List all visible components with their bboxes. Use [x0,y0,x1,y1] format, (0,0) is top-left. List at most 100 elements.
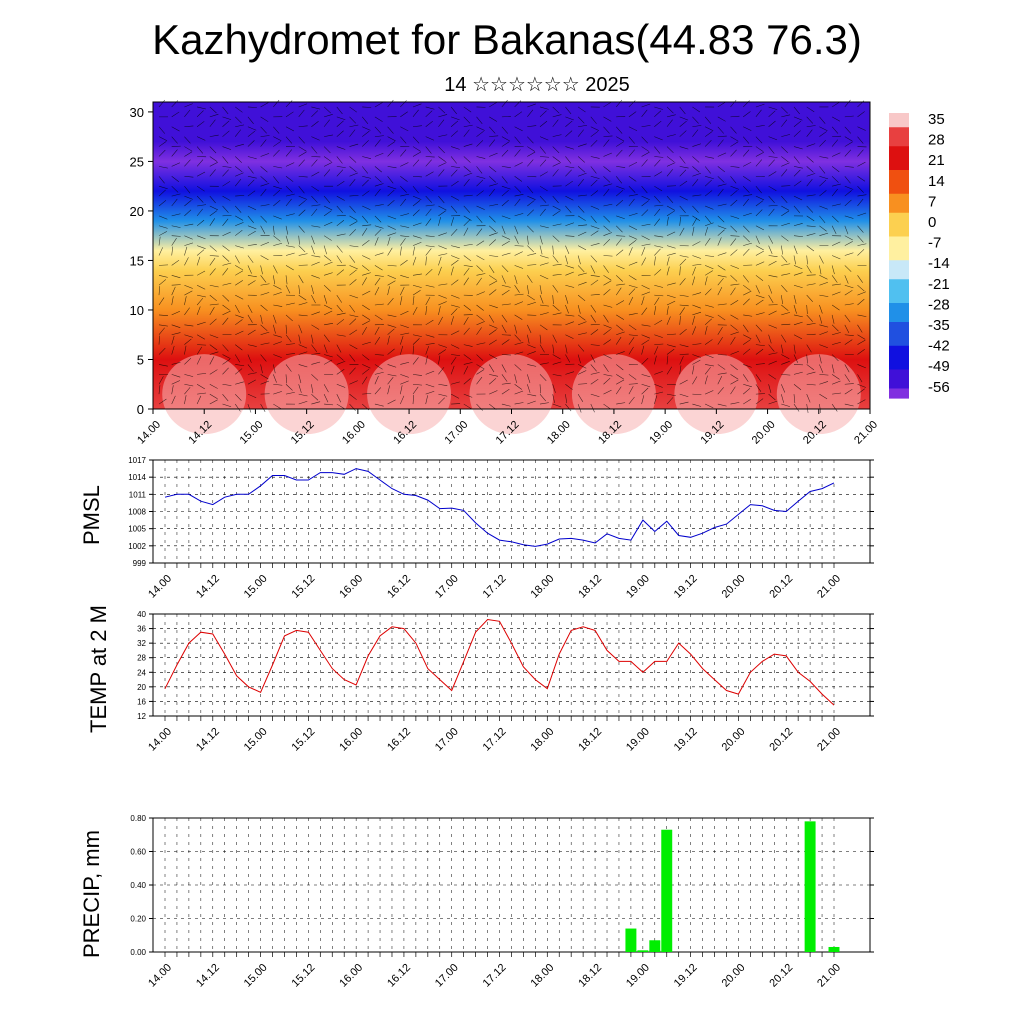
wind-vector [222,245,230,252]
wind-vector [158,136,168,141]
wind-vector [476,130,484,137]
wind-vector [184,103,193,108]
wind-vector [717,135,727,137]
wind-vector [654,371,663,375]
wind-vector [476,376,483,385]
colorbar-swatch [889,350,909,356]
wind-vector [743,298,750,306]
wind-vector [387,385,390,395]
wind-vector [336,394,342,403]
wind-vector [793,195,803,201]
wind-vector [235,319,243,326]
wind-vector [235,381,244,385]
wind-vector [311,311,320,316]
wind-vector [298,393,308,397]
wind-vector [578,281,587,286]
wind-vector [832,183,841,187]
wind-vector [438,266,442,276]
wind-vector [539,120,548,127]
wind-vector [730,215,740,219]
wind-vector [654,208,661,217]
colorbar-label: -35 [928,317,950,334]
wind-vector [247,215,254,223]
wind-vector [171,332,181,335]
wind-vector [577,231,587,236]
colorbar-label: 7 [928,193,936,210]
wind-vector [768,384,772,393]
wind-vector [730,331,740,335]
wind-vector [755,344,765,347]
wind-vector [628,386,634,395]
wind-vector [552,384,556,393]
colorbar-swatch [889,151,909,157]
wind-vector [412,357,419,365]
wind-vector [158,215,168,220]
wind-vector [222,317,229,325]
x-tick-label: 17.12 [481,726,509,754]
wind-vector [323,235,332,241]
wind-vector [679,156,686,164]
wind-vector [273,176,280,184]
wind-vector [323,169,331,177]
wind-vector [158,385,161,395]
wind-vector [590,304,597,313]
wind-vector [793,180,802,187]
wind-vector [463,194,473,197]
wind-vector [641,284,650,290]
wind-vector [260,314,263,324]
wind-vector [273,265,278,274]
wind-vector [793,146,803,150]
wind-vector [857,249,865,256]
wind-vector [527,159,534,167]
wind-vector [463,227,469,236]
wind-vector [158,200,167,207]
wind-vector [743,339,751,345]
wind-vector [565,255,568,265]
wind-vector [463,179,470,187]
wind-vector [793,314,803,318]
wind-vector [362,255,371,260]
wind-vector [730,190,738,197]
wind-vector [806,225,816,227]
wind-vector [679,166,689,169]
wind-vector [717,166,726,173]
wind-vector [349,354,356,362]
wind-vector [298,103,308,108]
wind-vector [501,199,509,207]
wind-vector [184,242,194,246]
wind-vector [857,374,863,383]
colorbar-swatch [889,222,909,228]
wind-vector [819,205,828,210]
wind-vector [323,310,333,316]
wind-vector [514,194,524,197]
wind-vector [679,365,682,375]
wind-vector [539,384,541,394]
wind-vector [285,314,293,322]
wind-vector [171,126,180,132]
wind-vector [450,106,457,115]
x-tick-label: 15.12 [290,962,318,990]
x-tick-label: 18.00 [545,419,573,447]
wind-vector [628,247,633,256]
wind-vector [235,172,244,177]
wind-vector [679,328,687,335]
wind-vector [768,185,777,191]
wind-vector [806,344,812,353]
wind-vector [590,372,600,375]
wind-vector [743,225,750,233]
wind-vector [539,255,549,259]
wind-vector [463,219,471,226]
wind-vector [527,294,535,301]
wind-vector [705,222,714,227]
wind-vector [184,296,187,306]
wind-vector [806,323,816,326]
wind-vector [260,166,268,173]
wind-vector [552,304,560,312]
wind-vector [336,169,344,177]
wind-vector [501,403,511,407]
wind-vector [349,294,359,299]
wind-vector [285,198,292,207]
wind-vector [590,116,597,124]
wind-vector [476,369,485,375]
wind-vector [781,114,791,118]
